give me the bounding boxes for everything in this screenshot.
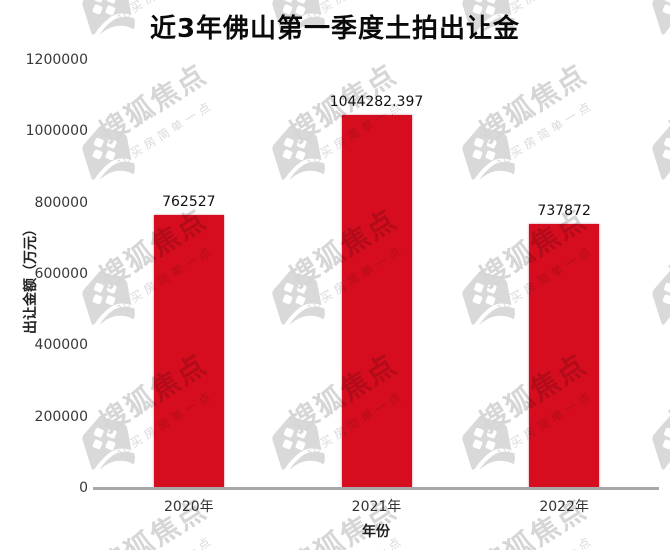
x-tick-label: 2021年 xyxy=(351,499,402,515)
bar xyxy=(153,215,224,487)
bar xyxy=(529,223,600,487)
y-tick-label: 200000 xyxy=(34,408,88,425)
x-axis-title: 年份 xyxy=(362,524,390,540)
y-tick-label: 1000000 xyxy=(25,123,88,140)
y-tick-label: 600000 xyxy=(34,266,88,282)
watermark-brand-text: 搜狐焦点 xyxy=(281,0,404,6)
watermark-brand-text: 搜狐焦点 xyxy=(91,0,214,6)
watermark-brand-text: 搜狐焦点 xyxy=(663,202,670,295)
x-axis-line xyxy=(93,487,659,490)
y-tick-label: 800000 xyxy=(34,194,88,211)
watermark-slogan-text: 让买房简单一点 xyxy=(113,531,217,550)
bar-value-label: 737872 xyxy=(537,202,591,219)
y-tick-label: 0 xyxy=(79,480,88,496)
watermark-slogan-text: 让买房简单一点 xyxy=(493,531,597,550)
x-tick-label: 2022年 xyxy=(539,499,589,515)
watermark-brand-text: 搜狐焦点 xyxy=(663,347,670,440)
watermark-brand-text: 搜狐焦点 xyxy=(663,57,670,150)
watermark-brand-text: 搜狐焦点 xyxy=(471,0,594,6)
y-tick-label: 1200000 xyxy=(25,52,88,68)
y-tick-label: 400000 xyxy=(34,337,88,354)
bar-value-label: 1044282.397 xyxy=(329,93,424,110)
plot-area: 762527 1044282.397 737872 xyxy=(95,60,658,488)
watermark-brand-text: 搜狐焦点 xyxy=(663,492,670,550)
watermark-brand-text: 搜狐焦点 xyxy=(661,0,670,6)
x-tick-label: 2020年 xyxy=(164,499,214,515)
y-axis-labels: 0 200000 400000 600000 800000 1000000 1200000 xyxy=(0,0,88,550)
bar xyxy=(341,114,412,487)
chart-title: 近3年佛山第一季度土拍出让金 xyxy=(149,14,521,44)
bar-value-label: 762527 xyxy=(162,194,216,211)
watermark-unit: 搜狐焦点 让买房简单一点 xyxy=(646,493,670,550)
